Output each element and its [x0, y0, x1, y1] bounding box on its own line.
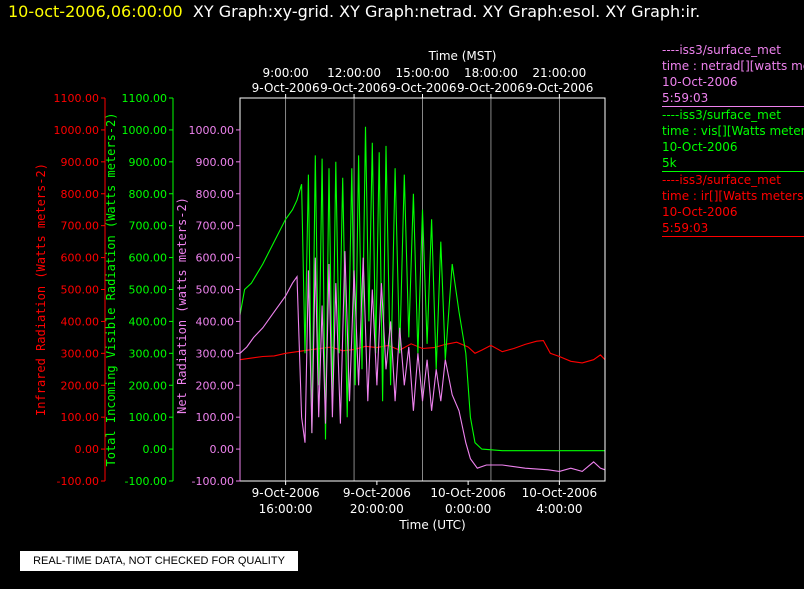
left-value-axes: -100.00 0.00 100.00 200.00 300.00 400.00 500.0… [34, 92, 241, 488]
legend-field: time : ir[][Watts meters-2] [662, 189, 804, 203]
y-axis-0-label-0: -100.00 [57, 475, 99, 488]
y-axis-0-label-4: 300.00 [61, 347, 100, 360]
top-tick-time-3: 18:00:00 [464, 66, 518, 80]
y-axis-2-label-9: 800.00 [196, 188, 235, 201]
bottom-tick-date-2: 10-Oct-2006 [430, 486, 506, 500]
legend-field: time : netrad[][watts meters-2] [662, 59, 804, 73]
y-axis-1-label-3: 200.00 [129, 379, 168, 392]
y-axis-2-label-0: -100.00 [192, 475, 234, 488]
y-axis-0-label-8: 700.00 [61, 220, 100, 233]
y-axis-2-label-11: 1000.00 [189, 124, 235, 137]
timestamp: 10-oct-2006,06:00:00 [8, 2, 183, 21]
y-axis-0-label-3: 200.00 [61, 379, 100, 392]
top-tick-date-3: 9-Oct-2006 [457, 81, 525, 95]
bottom-tick-date-1: 9-Oct-2006 [343, 486, 411, 500]
y-axis-0-label-6: 500.00 [61, 284, 100, 297]
legend-field: time : vis[][Watts meters-2] [662, 124, 804, 138]
y-axis-0-label-5: 400.00 [61, 315, 100, 328]
y-axis-1-label-2: 100.00 [129, 411, 168, 424]
y-axis-title-2: Net Radiation (watts meters-2) [175, 197, 189, 414]
y-axis-1-label-10: 900.00 [129, 156, 168, 169]
y-axis-2-label-7: 600.00 [196, 252, 235, 265]
y-axis-1-label-6: 500.00 [129, 284, 168, 297]
title-bar: 10-oct-2006,06:00:00 XY Graph:xy-grid. X… [8, 2, 700, 21]
bottom-tick-time-1: 20:00:00 [350, 502, 404, 516]
top-tick-time-0: 9:00:00 [262, 66, 308, 80]
legend-dataset: ----iss3/surface_met [662, 173, 781, 187]
top-tick-date-2: 9-Oct-2006 [389, 81, 457, 95]
y-axis-0-label-12: 1100.00 [54, 92, 100, 105]
legend-date: 10-Oct-2006 [662, 140, 738, 154]
y-axis-1-label-11: 1000.00 [122, 124, 168, 137]
y-axis-1-label-12: 1100.00 [122, 92, 168, 105]
y-axis-0-label-2: 100.00 [61, 411, 100, 424]
y-axis-0-label-7: 600.00 [61, 252, 100, 265]
y-axis-2-label-4: 300.00 [196, 347, 235, 360]
series-net-line [239, 251, 606, 473]
top-axis-title: Time (MST) [428, 49, 497, 63]
top-time-axis: Time (MST)9:00:009-Oct-200612:00:009-Oct… [252, 49, 593, 98]
y-axis-title-1: Total Incoming Visible Radiation (Watts … [104, 112, 118, 466]
top-tick-date-1: 9-Oct-2006 [320, 81, 388, 95]
y-axis-2-label-2: 100.00 [196, 411, 235, 424]
top-tick-time-4: 21:00:00 [532, 66, 586, 80]
bottom-tick-time-3: 4:00:00 [536, 502, 582, 516]
legend-date: 10-Oct-2006 [662, 205, 738, 219]
y-axis-1-label-9: 800.00 [129, 188, 168, 201]
legend-date: 10-Oct-2006 [662, 75, 738, 89]
graph-list: XY Graph:xy-grid. XY Graph:netrad. XY Gr… [192, 2, 701, 21]
top-tick-date-4: 9-Oct-2006 [525, 81, 593, 95]
y-axis-1-label-8: 700.00 [129, 220, 168, 233]
y-axis-0-label-9: 800.00 [61, 188, 100, 201]
bottom-tick-date-3: 10-Oct-2006 [522, 486, 598, 500]
y-axis-2-label-10: 900.00 [196, 156, 235, 169]
bottom-axis-title: Time (UTC) [398, 518, 465, 532]
y-axis-2-label-5: 400.00 [196, 315, 235, 328]
y-axis-2-label-1: 0.00 [210, 443, 235, 456]
y-axis-2-label-6: 500.00 [196, 284, 235, 297]
y-axis-0-label-11: 1000.00 [54, 124, 100, 137]
legend-time: 5:59:03 [662, 91, 709, 105]
bottom-tick-date-0: 9-Oct-2006 [252, 486, 320, 500]
grid-layer [285, 98, 560, 481]
legend-dataset: ----iss3/surface_met [662, 43, 781, 57]
y-axis-2-label-8: 700.00 [196, 220, 235, 233]
bottom-tick-time-2: 0:00:00 [445, 502, 491, 516]
quality-warning: REAL-TIME DATA, NOT CHECKED FOR QUALITY [20, 551, 298, 571]
y-axis-0-label-10: 900.00 [61, 156, 100, 169]
y-axis-0-label-1: 0.00 [75, 443, 100, 456]
top-tick-date-0: 9-Oct-2006 [252, 81, 320, 95]
series-vis-line [239, 126, 605, 452]
legend-time: 5k [662, 156, 677, 170]
series-layer [239, 126, 606, 473]
y-axis-1-label-1: 0.00 [143, 443, 168, 456]
top-tick-time-1: 12:00:00 [327, 66, 381, 80]
top-tick-time-2: 15:00:00 [396, 66, 450, 80]
legend-dataset: ----iss3/surface_met [662, 108, 781, 122]
y-axis-1-label-4: 300.00 [129, 347, 168, 360]
bottom-time-axis: 9-Oct-2006 16:00:00 9-Oct-2006 20:00:00 10-O… [252, 481, 597, 532]
y-axis-2-label-3: 200.00 [196, 379, 235, 392]
bottom-tick-time-0: 16:00:00 [259, 502, 313, 516]
y-axis-1-label-5: 400.00 [129, 315, 168, 328]
legend-time: 5:59:03 [662, 221, 709, 235]
y-axis-title-0: Infrared Radiation (Watts meters-2) [34, 163, 48, 416]
y-axis-1-label-7: 600.00 [129, 252, 168, 265]
y-axis-1-label-0: -100.00 [125, 475, 167, 488]
